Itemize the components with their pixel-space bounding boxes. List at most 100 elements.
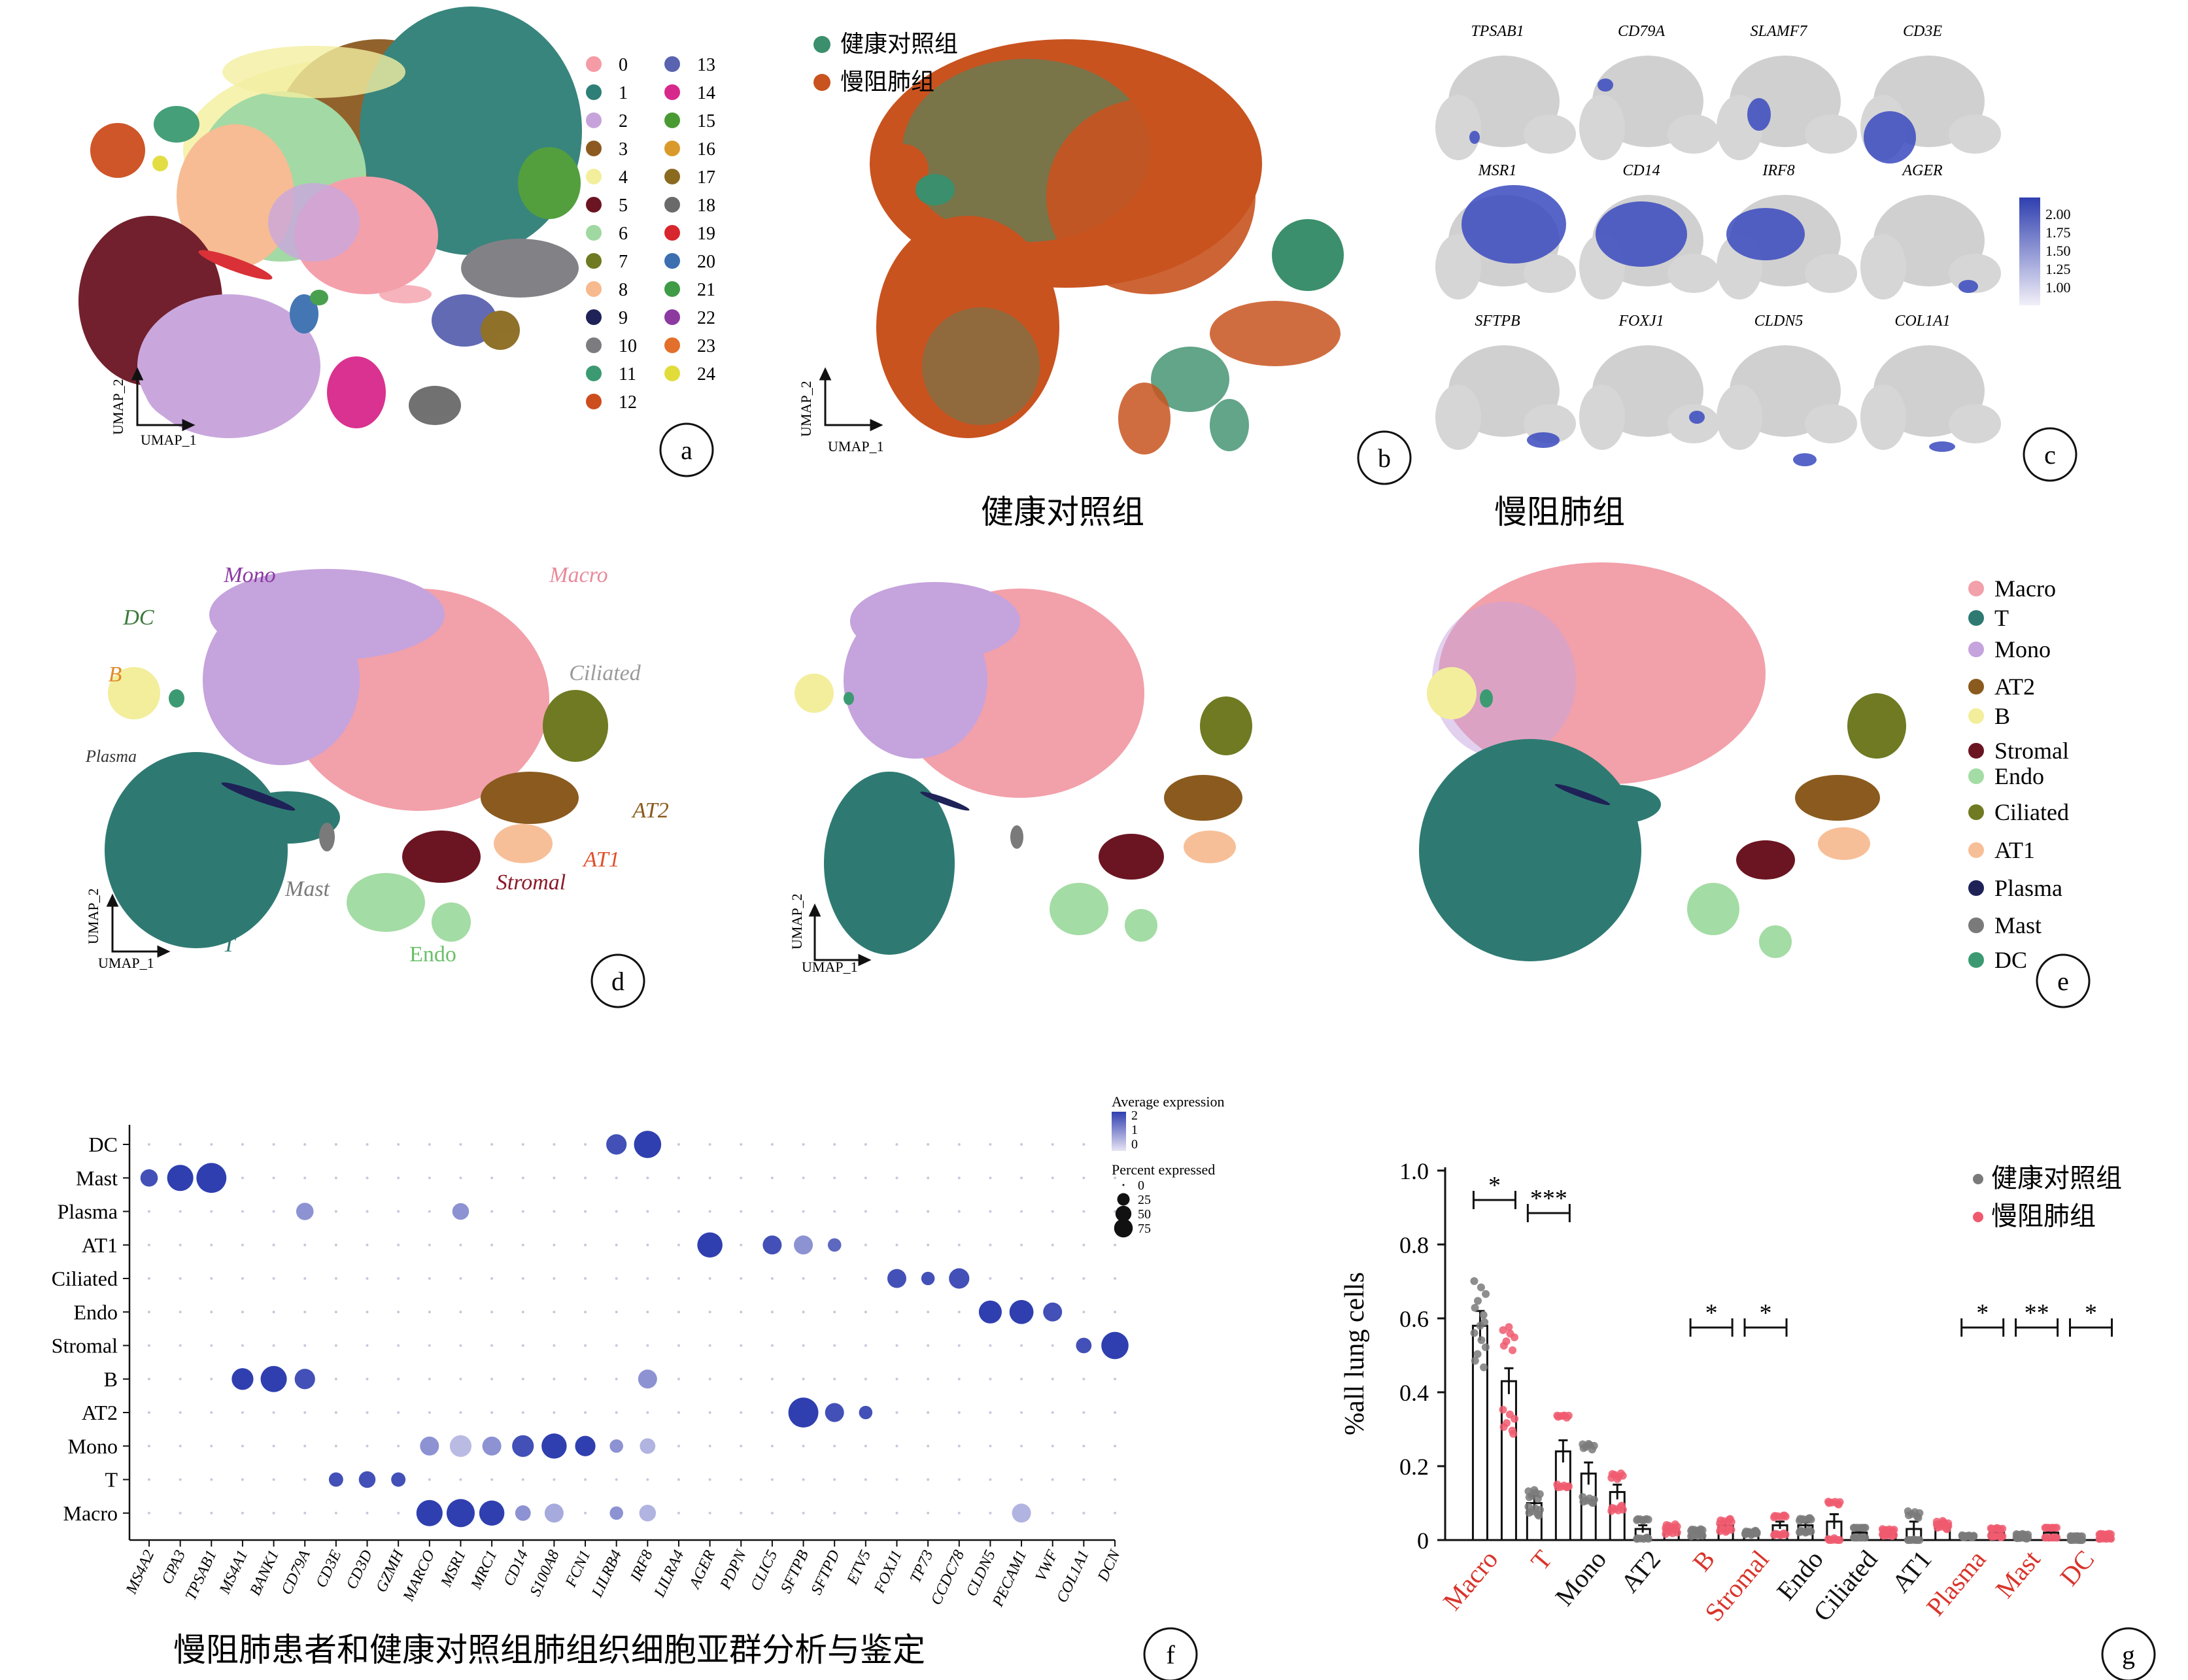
- dotplot-gene-label-mrc1: MRC1: [468, 1548, 500, 1593]
- dotplot-gene-label-foxj1: FOXJ1: [871, 1548, 906, 1597]
- significance-plasma: *: [1976, 1299, 1989, 1327]
- dot-mast-ms4a2: [140, 1169, 158, 1187]
- bar-category-label-dc: DC: [2054, 1545, 2100, 1592]
- umap-e1-ylabel: UMAP_2: [789, 893, 805, 950]
- legend-expression-tick: 1: [1131, 1123, 1138, 1137]
- dotplot-gene-label-tp73: TP73: [907, 1548, 937, 1586]
- legend-percent-dot: [1115, 1205, 1132, 1222]
- feature-plot-title: MSR1: [1478, 162, 1517, 179]
- significance-dc: *: [2085, 1299, 2097, 1327]
- dot-endo-vwf: [1043, 1302, 1063, 1322]
- significance-macro: *: [1488, 1172, 1501, 1199]
- legend-percent-dot: [1114, 1218, 1133, 1238]
- dot-mono-mrc1: [482, 1436, 502, 1456]
- dot-macro-marco: [416, 1500, 443, 1526]
- panel-g-letter-circle: [2101, 1627, 2156, 1680]
- celltype-label-at2: AT2: [631, 798, 668, 823]
- legend-e-swatch-mast: [1968, 917, 1984, 933]
- bar-t-copd: [1554, 1450, 1571, 1541]
- dot-dc-irf8: [634, 1131, 662, 1158]
- group-title-copd: 慢阻肺组: [1494, 493, 1625, 531]
- bar-ytick-label: 0: [1417, 1528, 1429, 1554]
- cluster-swatch-17: [664, 169, 680, 184]
- dotplot-gene-label-ager: AGER: [686, 1547, 719, 1592]
- bar-category-label-t: T: [1525, 1545, 1558, 1576]
- dot-plasma-cd79a: [296, 1203, 314, 1220]
- legend-e-swatch-ciliated: [1968, 804, 1984, 820]
- dot-mono-fcn1: [575, 1435, 596, 1456]
- dot-t-gzmh: [391, 1472, 406, 1487]
- feature-plot-grid: TPSAB1 CD79A SLAMF7 CD3E MSR1 CD14 IRF8 AGER SFT…: [1435, 23, 2001, 466]
- legend-b-copd: 慢阻肺组: [840, 69, 934, 95]
- cluster-swatch-5: [586, 197, 602, 213]
- dot-at2-etv5: [859, 1405, 873, 1420]
- celltype-label-ciliated: Ciliated: [569, 661, 641, 685]
- legend-percent-tick: 50: [1138, 1207, 1151, 1222]
- dot-mono-marco: [420, 1436, 439, 1456]
- feature-plot-sftpb: SFTPB: [1435, 313, 1576, 450]
- panel-c-letter: c: [2044, 440, 2056, 470]
- dotplot-row-label-mono: Mono: [68, 1434, 118, 1458]
- cluster-label-18: 18: [697, 196, 715, 216]
- panel-e-copd: [1419, 562, 1906, 961]
- dot-mono-irf8: [640, 1438, 656, 1454]
- dot-b-irf8: [638, 1369, 657, 1389]
- legend-e-label-endo: Endo: [1994, 763, 2044, 789]
- dotplot-gene-label-clic5: CLIC5: [747, 1548, 781, 1594]
- feature-plot-title: IRF8: [1762, 162, 1794, 179]
- panel-c-letter-circle: [2023, 427, 2077, 482]
- legend-e-label-plasma: Plasma: [1994, 875, 2062, 901]
- bar-category-label-mast: Mast: [1990, 1545, 2046, 1603]
- legend-e-label-stromal: Stromal: [1994, 738, 2069, 764]
- significance-mast: **: [2025, 1299, 2049, 1327]
- umap-axes-e1: [808, 903, 872, 967]
- cluster-swatch-16: [664, 141, 680, 156]
- panel-d-letter: d: [611, 967, 624, 996]
- feature-plot-col1a1: COL1A1: [1860, 313, 2001, 452]
- celltype-label-dc: DC: [122, 606, 154, 630]
- umap-a-xlabel: UMAP_1: [141, 432, 197, 448]
- cluster-swatch-19: [664, 225, 680, 241]
- legend-e-label-dc: DC: [1994, 947, 2027, 973]
- cluster-swatch-0: [586, 56, 602, 72]
- cluster-swatch-18: [664, 197, 680, 213]
- dotplot-row-label-macro: Macro: [63, 1501, 118, 1525]
- cluster-label-23: 23: [697, 336, 715, 356]
- group-title-healthy: 健康对照组: [981, 493, 1144, 531]
- dotplot-row-label-stromal: Stromal: [52, 1334, 118, 1358]
- cluster-swatch-11: [586, 366, 602, 381]
- bar-category-label-plasma: Plasma: [1921, 1545, 1992, 1622]
- cluster-swatch-6: [586, 225, 602, 241]
- legend-e-swatch-plasma: [1968, 880, 1984, 896]
- dot-at1-sftpb: [794, 1235, 813, 1255]
- cluster-swatch-8: [586, 281, 602, 297]
- celltype-label-t: T: [223, 933, 237, 957]
- dot-at1-sftpd: [827, 1238, 842, 1252]
- dot-ciliated-tp73: [921, 1271, 935, 1286]
- cluster-label-8: 8: [619, 280, 628, 300]
- dotplot-row-label-endo: Endo: [73, 1300, 118, 1324]
- cluster-label-1: 1: [619, 83, 628, 103]
- cluster-label-24: 24: [697, 364, 715, 385]
- cluster-swatch-13: [664, 56, 680, 72]
- panel-a-letter-circle: [659, 422, 714, 477]
- bar-category-label-b: B: [1686, 1545, 1720, 1577]
- legend-e-label-t: T: [1994, 605, 2009, 631]
- umap-axes-b: [819, 367, 883, 432]
- dotplot-gene-label-fcn1: FCN1: [562, 1548, 594, 1590]
- umap-e1-xlabel: UMAP_1: [802, 959, 858, 975]
- feature-plot-title: AGER: [1901, 162, 1943, 179]
- dot-stromal-dcn: [1101, 1331, 1129, 1360]
- cluster-swatch-23: [664, 337, 680, 353]
- panel-b: UMAP_2 UMAP_1 健康对照组 慢阻肺组 b: [798, 31, 1412, 485]
- dot-at2-sftpb: [788, 1397, 819, 1428]
- cluster-label-21: 21: [697, 280, 715, 300]
- cluster-label-5: 5: [619, 196, 628, 216]
- colorbar-tick: 1.50: [2045, 243, 2071, 259]
- dot-mono-s100a8: [541, 1433, 567, 1459]
- panel-f-letter-circle: [1143, 1627, 1198, 1680]
- cluster-label-0: 0: [619, 55, 628, 75]
- legend-e-swatch-at1: [1968, 842, 1984, 858]
- cluster-label-10: 10: [619, 336, 637, 356]
